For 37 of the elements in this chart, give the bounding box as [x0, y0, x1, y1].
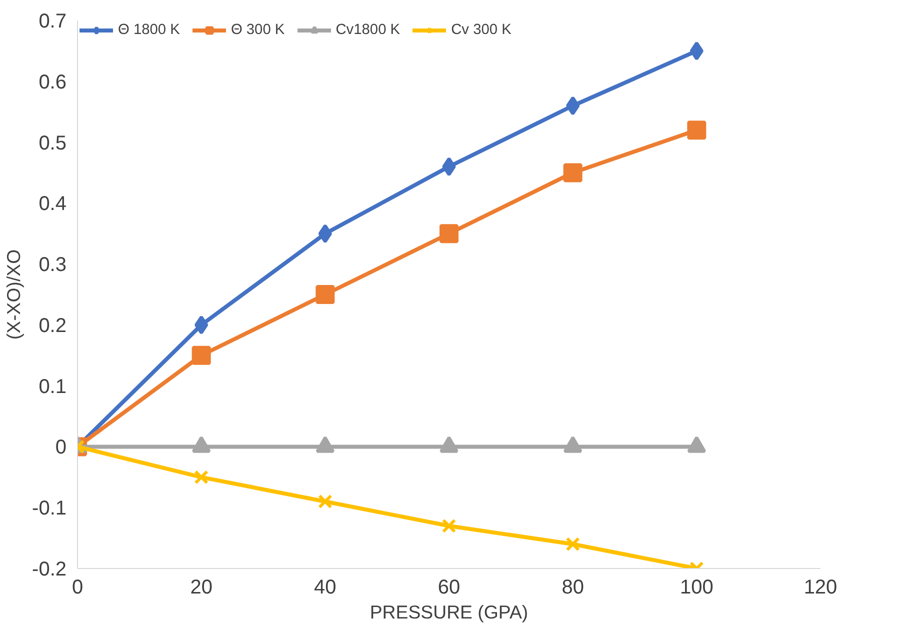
x-tick-label: 120: [804, 576, 838, 598]
point: [194, 470, 208, 484]
point: [442, 518, 456, 534]
y-tick-label: 0.5: [38, 132, 67, 154]
y-tick-label: -0.1: [32, 498, 67, 520]
point: [192, 346, 211, 365]
x-tick-label: 80: [562, 576, 584, 598]
x-tick-label: 0: [72, 576, 84, 598]
x-tick-label: 20: [190, 576, 212, 598]
y-tick-label: 0.7: [38, 10, 67, 32]
x-tick-label: 60: [438, 576, 460, 598]
y-tick-label: 0.6: [38, 71, 67, 94]
point: [440, 224, 458, 244]
y-tick-label: 0.4: [38, 193, 67, 216]
point: [318, 224, 332, 244]
point: [194, 315, 208, 334]
point: [566, 96, 580, 116]
point: [687, 120, 706, 140]
legend-label: Cv 300 K: [451, 22, 512, 38]
y-tick-label: 0.2: [38, 314, 67, 337]
legend-label: Θ 300 K: [230, 22, 285, 38]
x-tick-label: 40: [314, 576, 336, 598]
y-tick-label: -0.2: [32, 558, 67, 580]
legend-label: Θ 1800 K: [118, 22, 180, 38]
point: [690, 41, 704, 60]
point: [563, 163, 582, 182]
legend-label: Cv1800 K: [336, 22, 400, 38]
y-tick-label: 0: [55, 436, 66, 459]
x-tick-label: 100: [680, 576, 714, 598]
point: [442, 157, 456, 176]
point: [566, 536, 580, 552]
point: [316, 285, 335, 304]
y-axis-title: (X-XO)/XO: [3, 249, 24, 340]
x-axis-title: PRESSURE (GPA): [370, 602, 528, 622]
y-tick-label: 0.1: [38, 376, 67, 398]
point: [318, 494, 332, 509]
y-tick-label: 0.3: [38, 254, 67, 276]
